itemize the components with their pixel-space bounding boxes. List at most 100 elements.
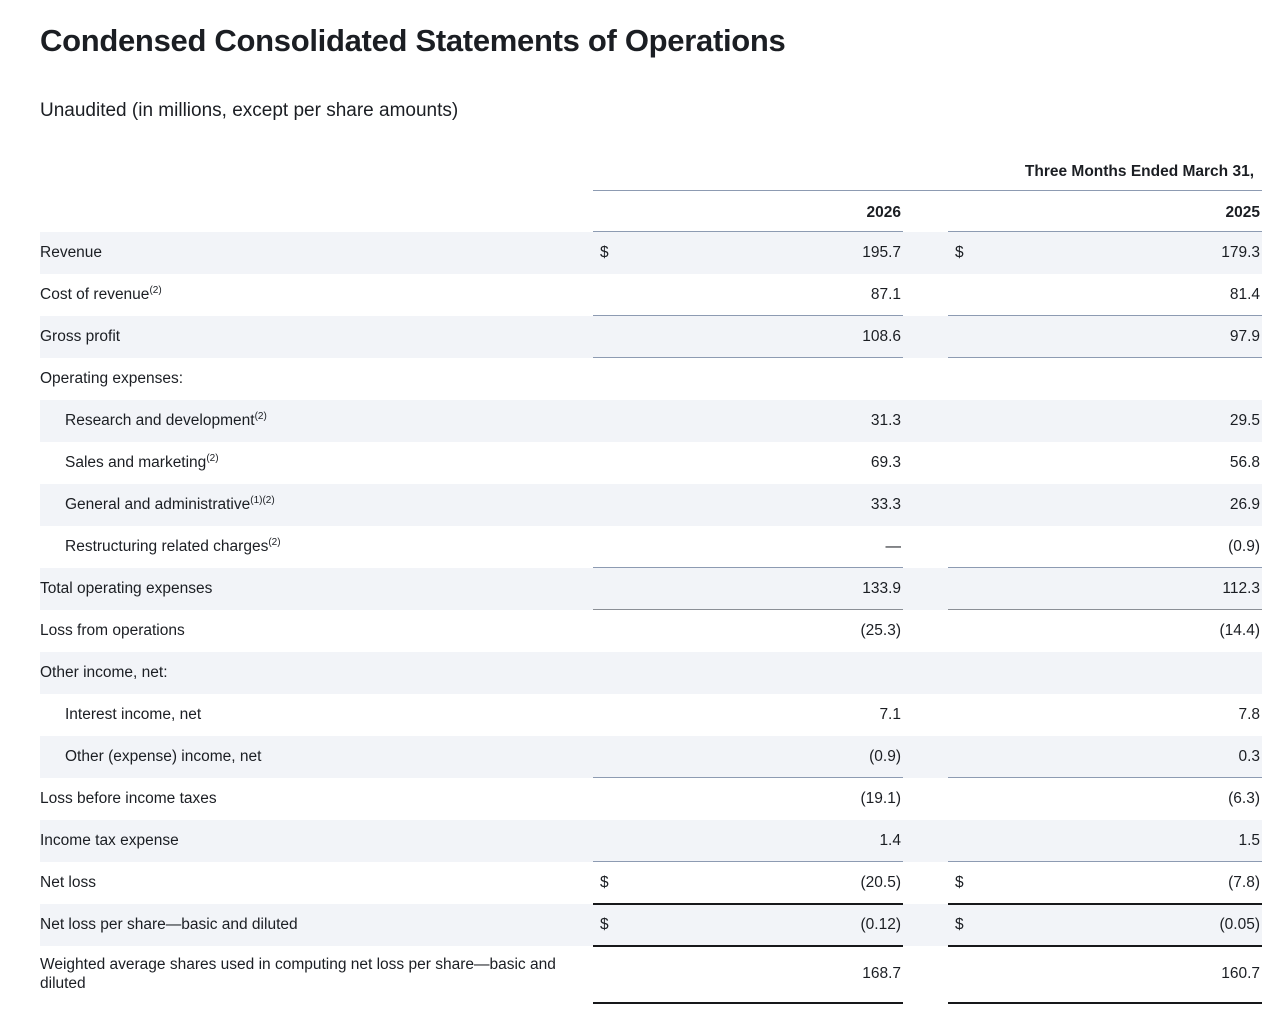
row-label: Loss before income taxes — [40, 790, 217, 808]
table-row: Income tax expense 1.4 1.5 — [40, 819, 1263, 863]
footnote-superscript: (2) — [268, 537, 281, 549]
period-header-spacer — [40, 157, 593, 191]
table-row: Sales and marketing(2) 69.3 56.8 — [40, 442, 1262, 484]
row-label: Research and development(2) — [65, 411, 267, 430]
value-cell: 112.3 — [948, 567, 1263, 611]
dollar-sign: $ — [955, 873, 964, 891]
value-cell: (6.3) — [948, 778, 1262, 820]
value: (19.1) — [860, 790, 902, 808]
col-header-2026: 2026 — [593, 190, 903, 233]
value-cell — [948, 358, 1262, 400]
value-cell: 7.8 — [948, 694, 1262, 736]
value: (0.05) — [1219, 915, 1261, 933]
page-subtitle: Unaudited (in millions, except per share… — [40, 100, 459, 122]
value-cell — [593, 652, 903, 694]
value-cell: 1.5 — [948, 819, 1263, 863]
table-row: Cost of revenue(2) 87.1 81.4 — [40, 273, 1263, 317]
column-gap — [903, 904, 948, 946]
column-gap — [903, 568, 948, 610]
footnote-superscript: (2) — [206, 453, 219, 465]
value-cell: 56.8 — [948, 442, 1262, 484]
value-cell — [948, 652, 1262, 694]
value: 81.4 — [1229, 285, 1261, 303]
value-cell: 31.3 — [593, 400, 903, 442]
column-gap — [903, 274, 948, 316]
value-cell: — — [593, 525, 903, 569]
value-cell: (14.4) — [948, 610, 1262, 652]
value: 7.1 — [879, 705, 901, 723]
value: 31.3 — [870, 411, 901, 429]
value-cell: (25.3) — [593, 610, 903, 652]
column-gap — [903, 191, 948, 232]
value: 69.3 — [870, 453, 901, 471]
table-row: Net loss $ (20.5) $ (7.8) — [40, 861, 1263, 905]
table-row: Loss before income taxes (19.1) (6.3) — [40, 778, 1262, 820]
table-row: General and administrative(1)(2) 33.3 26.9 — [40, 483, 1263, 526]
column-gap — [903, 946, 948, 1003]
value-cell: 108.6 — [593, 315, 903, 359]
column-gap — [903, 526, 948, 568]
statements-table-body: Revenue $195.7 $179.3 Cost of revenue(2) 87.… — [40, 231, 1263, 1004]
value: (0.9) — [1228, 537, 1261, 555]
value: 97.9 — [1229, 327, 1261, 345]
value-cell: 168.7 — [593, 945, 903, 1004]
column-gap — [903, 778, 948, 820]
value: (6.3) — [1228, 790, 1261, 808]
table-row: Other (expense) income, net (0.9) 0.3 — [40, 735, 1263, 779]
dollar-sign: $ — [600, 915, 609, 933]
table-row: Net loss per share—basic and diluted $ (0.… — [40, 903, 1263, 947]
page-title: Condensed Consolidated Statements of Ope… — [40, 23, 786, 58]
value-cell: 69.3 — [593, 442, 903, 484]
column-gap — [903, 652, 948, 694]
value-cell: (0.9) — [948, 525, 1263, 569]
row-label: Operating expenses: — [40, 370, 184, 388]
value: 195.7 — [862, 244, 901, 262]
row-label: Sales and marketing(2) — [65, 453, 219, 472]
value: — — [885, 537, 902, 555]
row-label: Total operating expenses — [40, 580, 213, 598]
row-label: Loss from operations — [40, 622, 185, 640]
footnote-superscript: (1)(2) — [250, 495, 275, 507]
column-gap — [903, 358, 948, 400]
value-cell: 26.9 — [948, 484, 1262, 526]
value-cell: (0.9) — [593, 735, 903, 779]
table-row: Weighted average shares used in computin… — [40, 945, 1263, 1004]
value: 26.9 — [1229, 495, 1261, 513]
value: 29.5 — [1229, 411, 1261, 429]
value-cell — [593, 358, 903, 400]
row-label: General and administrative(1)(2) — [65, 495, 275, 514]
col-header-2025: 2025 — [948, 190, 1263, 233]
column-gap — [903, 400, 948, 442]
value: 108.6 — [862, 327, 901, 345]
value-cell: 7.1 — [593, 694, 903, 736]
value-cell: $ (7.8) — [948, 861, 1263, 905]
column-gap — [903, 610, 948, 652]
value-cell: 133.9 — [593, 567, 903, 611]
value-cell: 33.3 — [593, 484, 903, 526]
row-label: Other income, net: — [40, 664, 168, 682]
column-gap — [903, 484, 948, 526]
value: (25.3) — [860, 622, 902, 640]
column-gap — [903, 862, 948, 904]
dollar-sign: $ — [955, 244, 964, 262]
table-row: Loss from operations (25.3) (14.4) — [40, 610, 1262, 652]
table-row: Gross profit 108.6 97.9 — [40, 315, 1263, 359]
row-label: Restructuring related charges(2) — [65, 537, 281, 556]
table-row: Revenue $195.7 $179.3 — [40, 231, 1263, 274]
column-gap — [903, 442, 948, 484]
value: 0.3 — [1238, 747, 1261, 765]
period-header-row: Three Months Ended March 31, — [40, 156, 1263, 192]
value: 1.5 — [1238, 831, 1261, 849]
value: 112.3 — [1222, 579, 1261, 597]
value: (14.4) — [1219, 622, 1261, 640]
table-row: Restructuring related charges(2) — (0.9) — [40, 525, 1263, 569]
value: 168.7 — [862, 965, 901, 983]
value: 1.4 — [879, 831, 901, 849]
row-label: Cost of revenue(2) — [40, 285, 162, 304]
value-cell: 87.1 — [593, 273, 903, 317]
value: 87.1 — [870, 285, 901, 303]
value-cell: $ (0.12) — [593, 903, 903, 947]
year-header-row: 2026 2025 — [40, 190, 1263, 233]
value: (7.8) — [1228, 873, 1261, 891]
